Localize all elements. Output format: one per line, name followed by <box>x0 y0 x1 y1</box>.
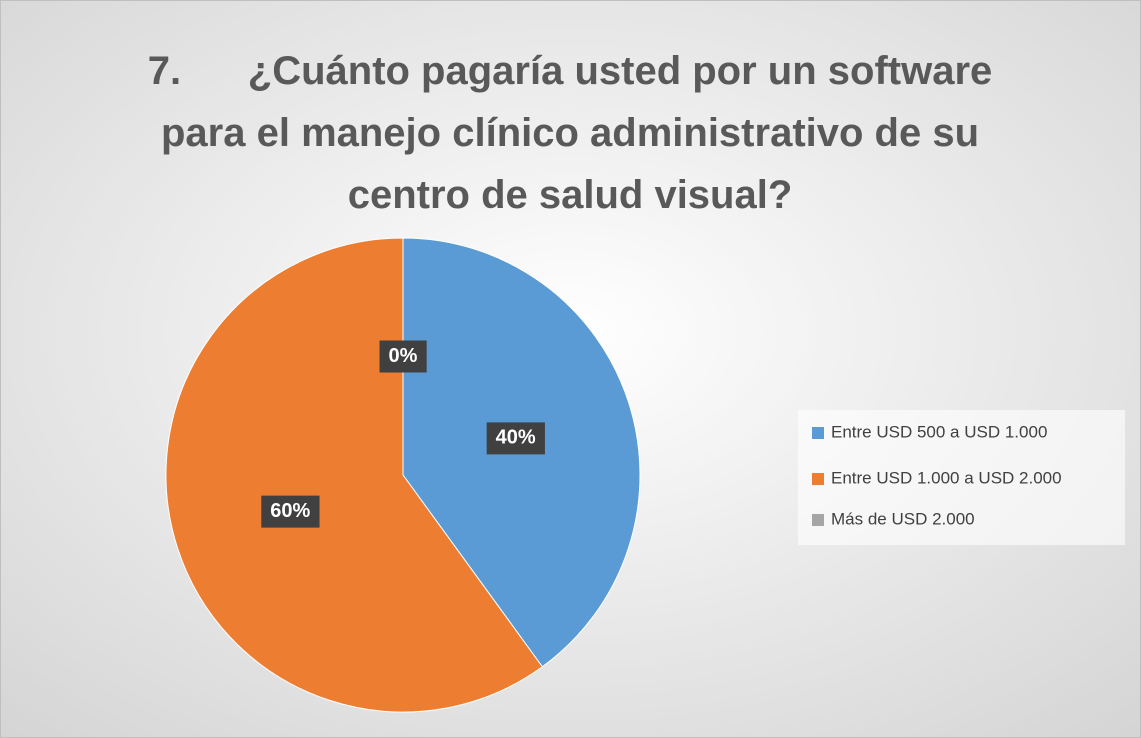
data-label-box <box>261 495 320 528</box>
legend-swatch <box>812 514 824 526</box>
chart-title: 7. ¿Cuánto pagaría usted por un software <box>148 49 993 93</box>
chart-title: para el manejo clínico administrativo de… <box>161 111 979 155</box>
data-label: 60% <box>270 500 310 522</box>
legend-box <box>798 410 1125 545</box>
data-label-box <box>486 422 545 455</box>
legend-swatch <box>812 427 824 439</box>
chart-title: centro de salud visual? <box>348 173 793 217</box>
legend-label: Más de USD 2.000 <box>831 509 975 528</box>
data-label: 0% <box>389 345 418 367</box>
data-label: 40% <box>496 427 536 449</box>
legend-label: Entre USD 1.000 a USD 2.000 <box>831 468 1062 487</box>
legend-label: Entre USD 500 a USD 1.000 <box>831 422 1047 441</box>
data-label-box <box>379 340 427 373</box>
legend-swatch <box>812 473 824 485</box>
pie-slice <box>165 237 544 713</box>
